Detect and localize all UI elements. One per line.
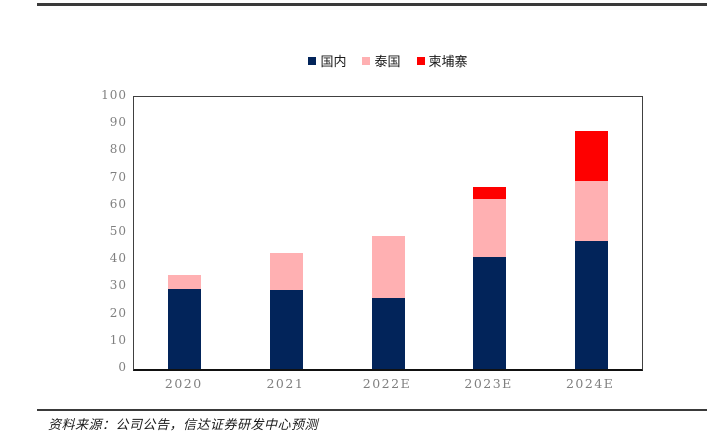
legend-label: 柬埔寨 [428, 55, 468, 70]
bar-segment [269, 290, 303, 369]
y-tick-label: 70 [109, 169, 127, 184]
y-tick-label: 90 [109, 115, 127, 130]
x-tick-label: 2020 [164, 376, 203, 391]
y-tick-label: 0 [118, 360, 127, 374]
bar-segment [574, 131, 608, 182]
x-tick-label: 2022E [362, 376, 412, 391]
source-note: 资料来源：公司公告，信达证券研发中心预测 [48, 418, 319, 432]
y-tick-label: 30 [109, 278, 127, 293]
plot-area [134, 97, 642, 369]
bar-segment [574, 181, 608, 242]
top-rule [37, 3, 707, 6]
plot-frame [133, 96, 643, 371]
chart-legend: 国内 泰国 柬埔寨 [133, 51, 643, 70]
bar-segment [168, 288, 202, 369]
bar-segment [168, 275, 202, 289]
legend-swatch-icon [416, 56, 425, 65]
legend-label: 国内 [320, 55, 347, 70]
bar-segment [371, 298, 405, 369]
x-tick-label: 2023E [464, 376, 513, 391]
x-tick-label: 2021 [266, 376, 305, 391]
legend-swatch-icon [362, 56, 371, 65]
bar-segment [473, 199, 507, 258]
y-tick-label: 40 [109, 251, 127, 266]
bar-segment [269, 253, 303, 291]
bar-segment [473, 257, 507, 369]
bar-segment [473, 186, 507, 199]
legend-item: 泰国 [362, 51, 401, 70]
y-tick-label: 50 [109, 224, 127, 238]
legend-item: 国内 [308, 51, 346, 70]
bottom-rule [37, 409, 707, 411]
y-tick-label: 80 [109, 142, 127, 157]
legend-label: 泰国 [374, 55, 401, 70]
bar-segment [371, 235, 405, 299]
y-tick-label: 20 [109, 305, 127, 320]
y-tick-label: 10 [109, 332, 127, 347]
legend-item: 柬埔寨 [416, 51, 468, 70]
y-tick-label: 60 [109, 196, 127, 211]
bar-segment [574, 241, 608, 369]
legend-swatch-icon [308, 56, 317, 65]
x-tick-label: 2024E [565, 376, 615, 391]
y-tick-label: 100 [101, 88, 127, 102]
